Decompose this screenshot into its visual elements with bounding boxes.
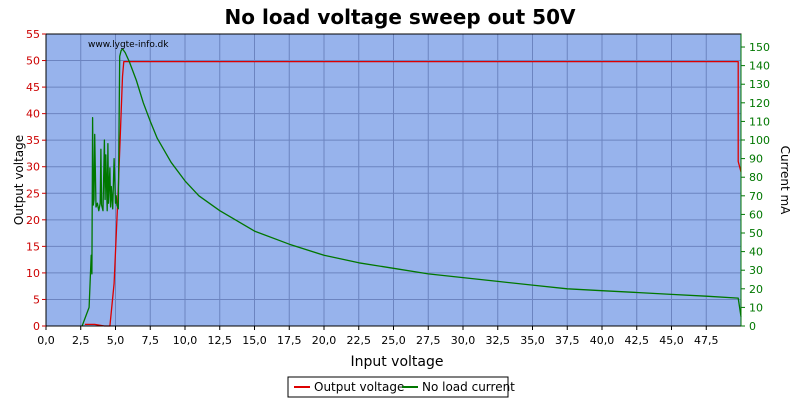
y-right-tick-label: 50 <box>749 227 763 240</box>
y-axis-left-title: Output voltage <box>12 135 26 225</box>
x-tick-label: 32,5 <box>486 334 511 347</box>
x-tick-label: 40,0 <box>590 334 615 347</box>
x-tick-label: 12,5 <box>208 334 233 347</box>
x-tick-label: 35,0 <box>520 334 545 347</box>
chart-title: No load voltage sweep out 50V <box>225 5 576 29</box>
x-axis-title: Input voltage <box>350 354 443 370</box>
x-axis: 0,0 2,5 5,0 7,5 10,0 12,5 15,0 17,5 20,0 22,5 25,0… <box>37 326 719 347</box>
x-tick-label: 15,0 <box>242 334 267 347</box>
x-tick-label: 0,0 <box>37 334 55 347</box>
y-left-tick-label: 50 <box>26 55 40 68</box>
x-tick-label: 22,5 <box>347 334 372 347</box>
series-layer <box>81 48 742 327</box>
y-right-tick-label: 40 <box>749 246 763 259</box>
y-right-tick-label: 130 <box>749 78 770 91</box>
x-tick-label: 27,5 <box>416 334 441 347</box>
series-no-load-current-line <box>81 48 742 327</box>
y-right-tick-label: 80 <box>749 171 763 184</box>
y-left-tick-label: 35 <box>26 134 40 147</box>
y-left-tick-label: 15 <box>26 240 40 253</box>
y-right-tick-label: 90 <box>749 153 763 166</box>
x-tick-label: 45,0 <box>659 334 684 347</box>
y-right-tick-label: 70 <box>749 190 763 203</box>
x-tick-label: 17,5 <box>277 334 302 347</box>
y-axis-right-title: Current mA <box>778 146 792 216</box>
x-tick-label: 30,0 <box>451 334 476 347</box>
y-axis-left: 0 5 10 15 20 25 30 35 40 45 50 55 <box>26 28 46 333</box>
y-left-tick-label: 20 <box>26 214 40 227</box>
y-right-tick-label: 150 <box>749 41 770 54</box>
x-tick-label: 7,5 <box>142 334 160 347</box>
y-right-tick-label: 120 <box>749 97 770 110</box>
watermark: www.lygte-info.dk <box>88 40 169 50</box>
y-axis-right: 0 10 20 30 40 50 60 70 80 90 100 110 120 130 140 150 <box>740 34 770 333</box>
legend-box <box>287 376 509 398</box>
x-tick-label: 2,5 <box>72 334 90 347</box>
x-tick-label: 37,5 <box>555 334 580 347</box>
y-right-tick-label: 140 <box>749 60 770 73</box>
x-tick-label: 42,5 <box>625 334 650 347</box>
y-left-tick-label: 25 <box>26 187 40 200</box>
y-right-tick-label: 20 <box>749 283 763 296</box>
y-right-tick-label: 110 <box>749 115 770 128</box>
x-tick-label: 5,0 <box>107 334 125 347</box>
y-right-tick-label: 0 <box>749 320 756 333</box>
legend: Output voltage No load current <box>287 376 515 398</box>
y-left-tick-label: 30 <box>26 161 40 174</box>
y-left-tick-label: 5 <box>33 293 40 306</box>
y-left-tick-label: 0 <box>33 320 40 333</box>
y-left-tick-label: 55 <box>26 28 40 41</box>
y-left-tick-label: 10 <box>26 267 40 280</box>
x-tick-label: 20,0 <box>312 334 337 347</box>
legend-label: No load current <box>422 380 515 394</box>
grid <box>45 33 741 327</box>
y-left-tick-label: 45 <box>26 81 40 94</box>
x-tick-label: 47,5 <box>694 334 719 347</box>
legend-label: Output voltage <box>314 380 404 394</box>
y-right-tick-label: 10 <box>749 301 763 314</box>
y-right-tick-label: 30 <box>749 264 763 277</box>
x-tick-label: 25,0 <box>381 334 406 347</box>
x-tick-label: 10,0 <box>173 334 198 347</box>
y-left-tick-label: 40 <box>26 108 40 121</box>
y-right-tick-label: 100 <box>749 134 770 147</box>
y-right-tick-label: 60 <box>749 208 763 221</box>
